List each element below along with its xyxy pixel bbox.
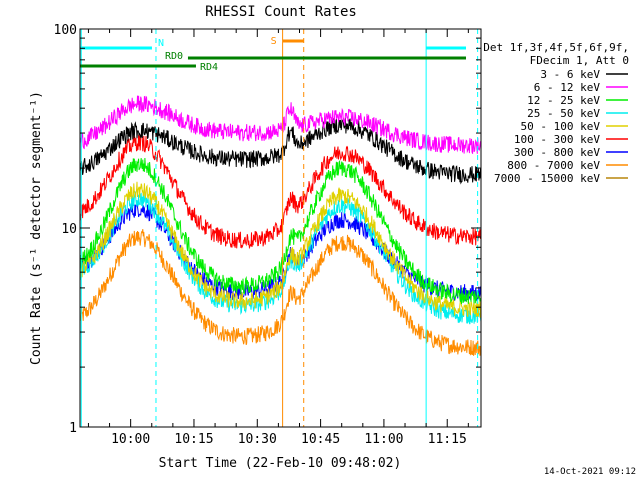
legend-label-0: 3 - 6 keV	[540, 68, 600, 81]
legend-label-3: 25 - 50 keV	[527, 107, 600, 120]
x-tick-label-1: 10:15	[174, 432, 213, 447]
legend-label-4: 50 - 100 keV	[521, 120, 601, 133]
series-line-4	[79, 181, 482, 318]
y-axis-label: Count Rate (s⁻¹ detector segment⁻¹)	[29, 91, 44, 365]
night-label: N	[158, 38, 164, 49]
series-line-2	[79, 157, 482, 305]
x-tick-label-4: 11:00	[364, 432, 403, 447]
legend-label-5: 100 - 300 keV	[514, 133, 600, 146]
x-tick-label-3: 10:45	[301, 432, 340, 447]
legend-label-7: 800 - 7000 keV	[507, 159, 600, 172]
legend: Det 1f,3f,4f,5f,6f,9f, FDecim 1, Att 0 3…	[483, 41, 629, 185]
series-line-3	[79, 190, 482, 325]
x-tick-label-5: 11:15	[428, 432, 467, 447]
legend-header-line-2: FDecim 1, Att 0	[530, 54, 629, 67]
rd0-label: RD0	[165, 51, 183, 62]
chart-title: RHESSI Count Rates	[205, 4, 357, 20]
x-tick-label-2: 10:30	[238, 432, 277, 447]
series-line-5	[79, 134, 482, 250]
x-axis-label: Start Time (22-Feb-10 09:48:02)	[159, 456, 402, 471]
y-tick-label-2: 100	[54, 23, 77, 38]
series-line-7	[79, 229, 482, 356]
footer-timestamp: 14-Oct-2021 09:12	[544, 467, 636, 477]
axes-group: 1 10 100 10:00 10:15 10:30 10:45 11:00 11:15	[54, 23, 481, 447]
series-group	[79, 95, 482, 356]
legend-label-2: 12 - 25 keV	[527, 94, 600, 107]
legend-label-6: 300 - 800 keV	[514, 146, 600, 159]
y-tick-label-1: 10	[61, 222, 77, 237]
series-line-0	[79, 117, 482, 185]
x-tick-label-0: 10:00	[111, 432, 150, 447]
series-line-1	[79, 95, 482, 154]
legend-label-1: 6 - 12 keV	[534, 81, 601, 94]
legend-label-8: 7000 - 15000 keV	[494, 172, 600, 185]
saa-label: S	[271, 36, 277, 47]
legend-header-line-1: Det 1f,3f,4f,5f,6f,9f,	[483, 41, 629, 54]
y-tick-label-0: 1	[69, 421, 77, 436]
rd4-label: RD4	[200, 62, 218, 73]
